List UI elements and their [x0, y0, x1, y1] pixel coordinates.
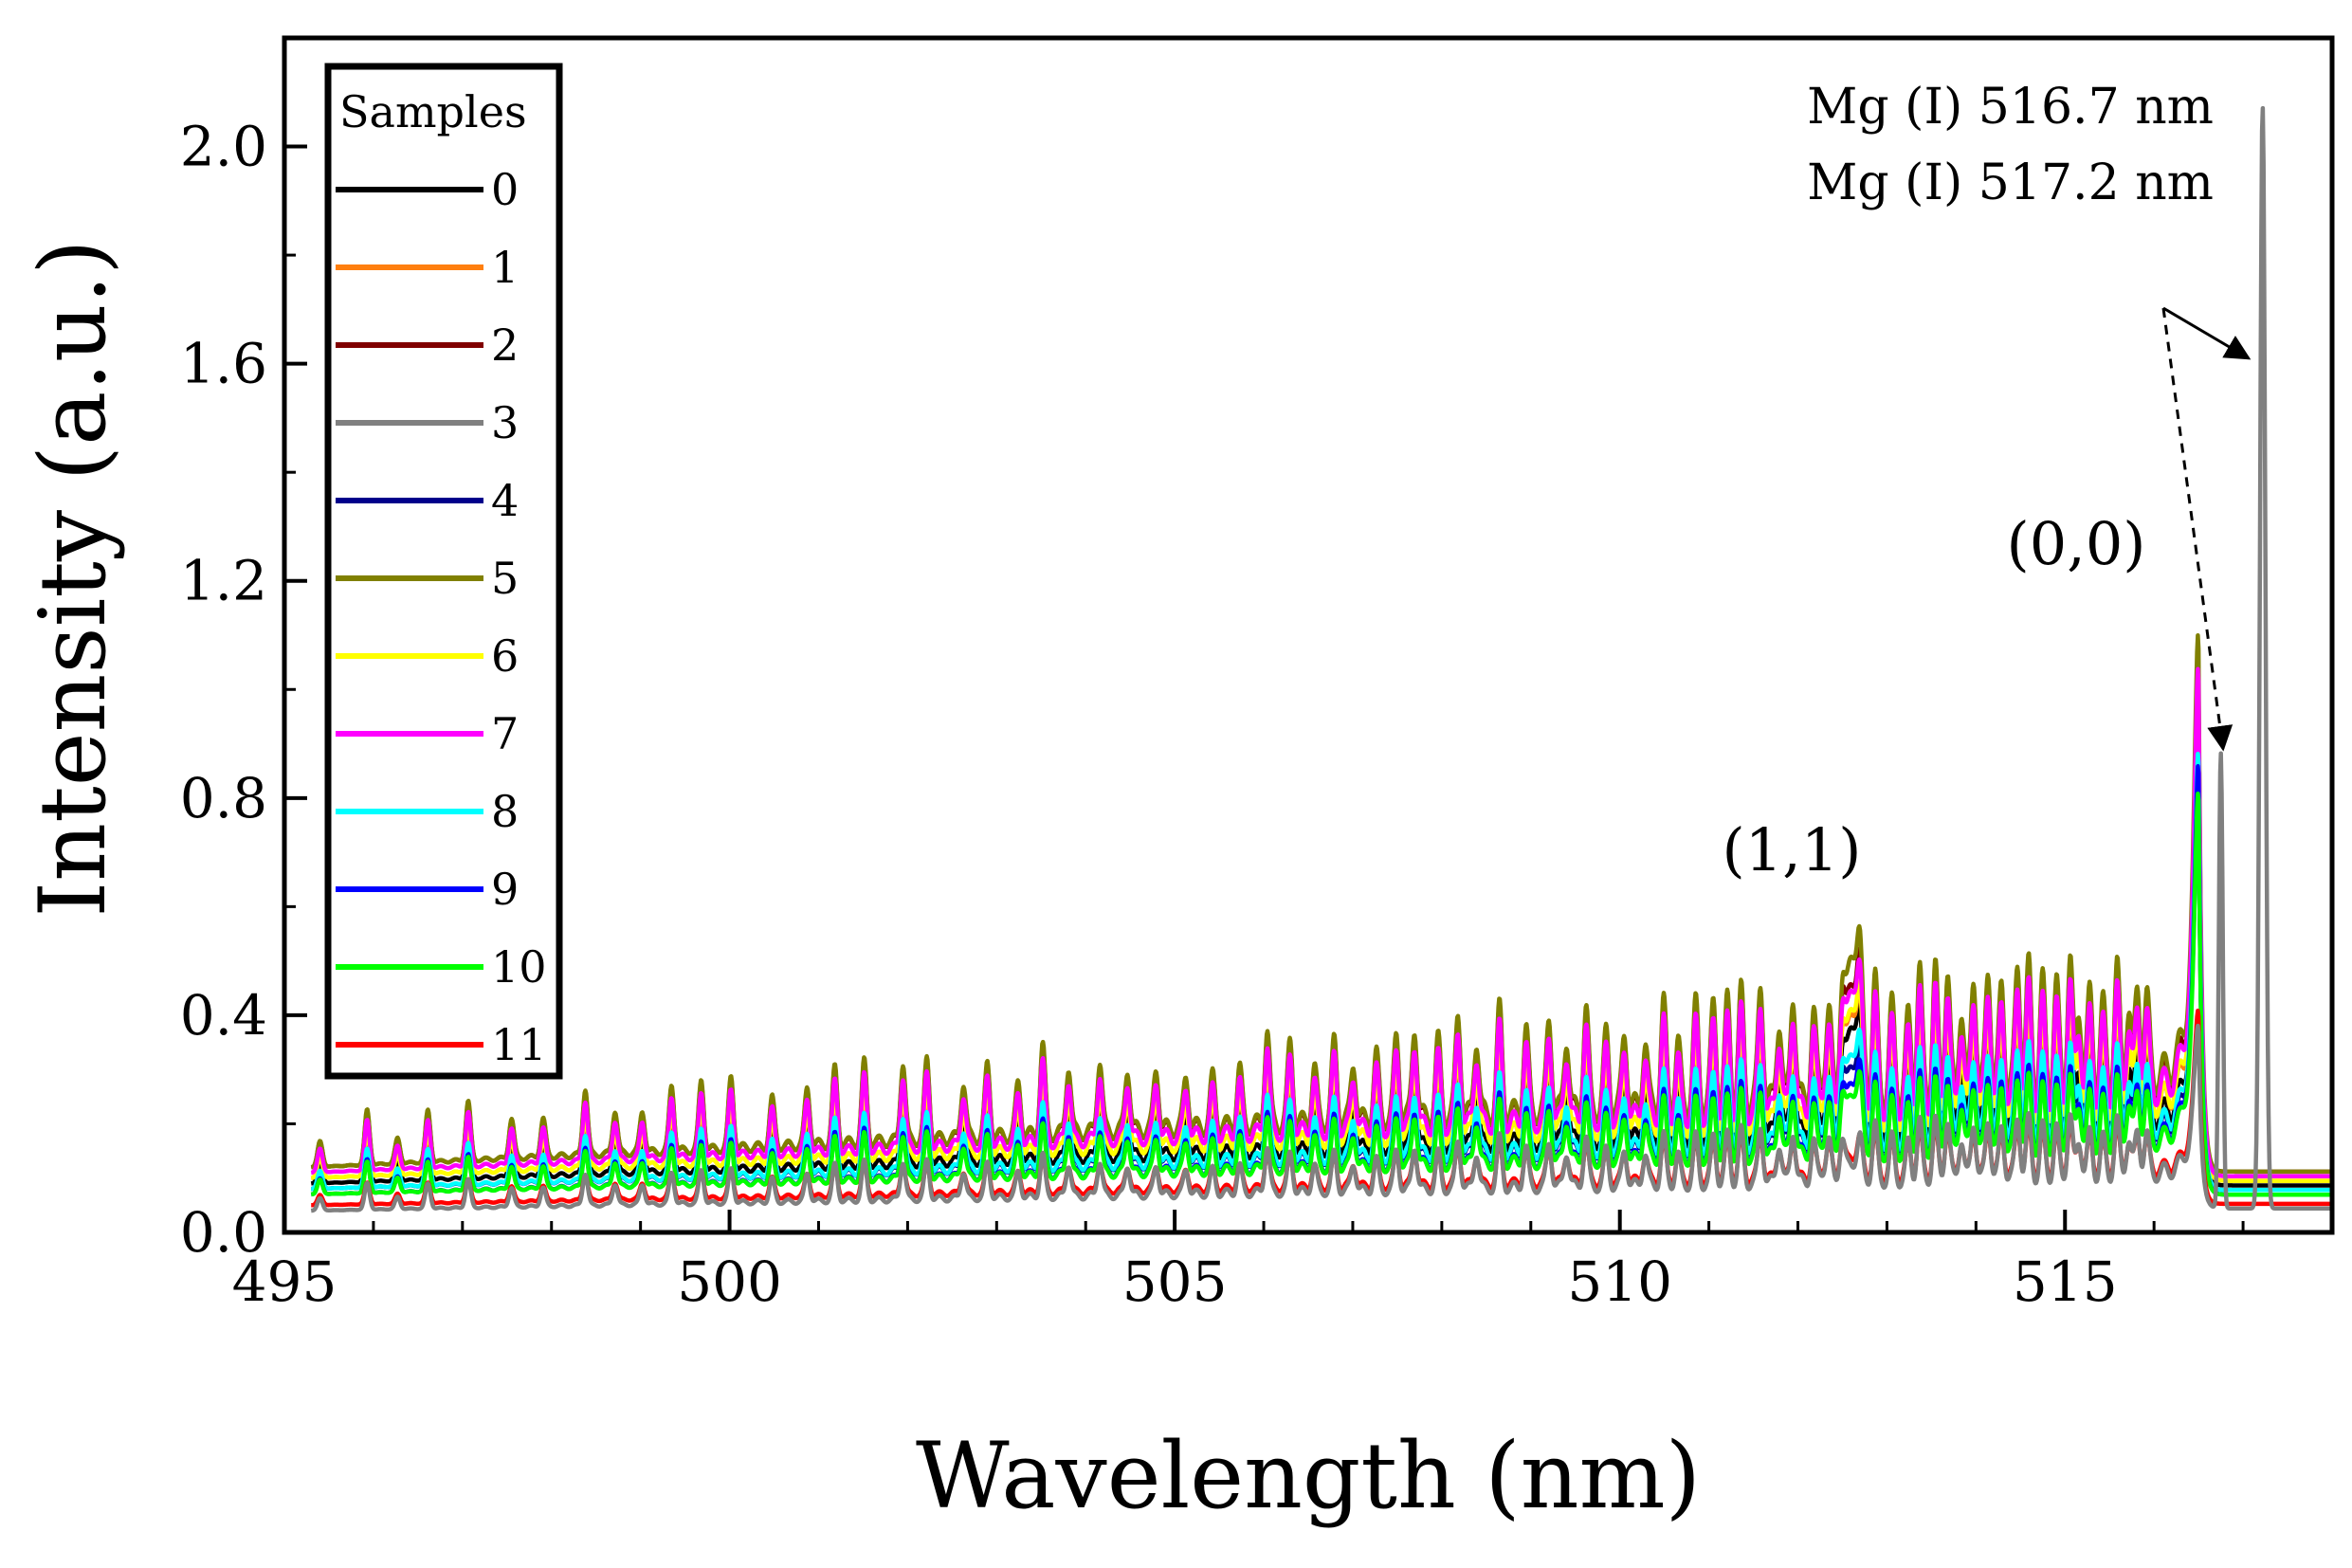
legend-label-4: 4: [491, 475, 519, 526]
legend-box: [324, 63, 563, 1080]
arrow-to-mg-517-2: [2162, 306, 2252, 360]
x-tick-label-505: 505: [1122, 1249, 1228, 1314]
legend: Samples 0 1 2 3 4 5 6 7 8 9 10 11: [324, 63, 563, 1080]
y-tick-label-2.0: 2.0: [180, 115, 267, 179]
annotation-mg-516-7: Mg (I) 516.7 nm: [1807, 79, 2214, 136]
legend-label-7: 7: [491, 708, 519, 759]
plot-frame: [282, 35, 2335, 1235]
legend-label-2: 2: [491, 319, 519, 371]
arrow-to-mg-516-7: [2161, 307, 2233, 752]
series-layer: [309, 105, 2332, 1213]
y-tick-label-1.6: 1.6: [180, 332, 267, 396]
legend-label-11: 11: [491, 1019, 547, 1070]
legend-label-3: 3: [491, 397, 519, 448]
series-line-10: [309, 791, 2332, 1197]
x-tick-label-515: 515: [2013, 1249, 2118, 1314]
x-tick-label-510: 510: [1567, 1249, 1672, 1314]
x-tick-label-495: 495: [232, 1249, 337, 1314]
x-tick-label-500: 500: [677, 1249, 782, 1314]
annotation-band-0-0: (0,0): [2007, 509, 2146, 578]
legend-label-9: 9: [491, 864, 519, 915]
series-line-3: [309, 105, 2332, 1213]
annotation-mg-517-2: Mg (I) 517.2 nm: [1807, 155, 2214, 211]
legend-label-8: 8: [491, 786, 519, 837]
y-tick-label-0.4: 0.4: [180, 983, 267, 1048]
y-tick-label-1.2: 1.2: [180, 549, 267, 613]
annotation-band-1-1: (1,1): [1723, 815, 1862, 884]
legend-items: 0 1 2 3 4 5 6 7 8 9 10 11: [336, 164, 547, 1070]
legend-label-1: 1: [491, 242, 519, 293]
series-line-6: [309, 695, 2332, 1183]
y-axis-title: Intensity (a.u.): [20, 239, 126, 917]
legend-label-0: 0: [491, 164, 519, 215]
y-tick-label-0.0: 0.0: [180, 1200, 267, 1265]
x-axis-title: Wavelength (nm): [916, 1423, 1701, 1529]
series-line-7: [309, 666, 2332, 1178]
legend-label-6: 6: [491, 630, 519, 682]
legend-label-5: 5: [491, 553, 519, 604]
y-tick-label-0.8: 0.8: [180, 766, 267, 830]
legend-label-10: 10: [491, 941, 547, 993]
legend-title: Samples: [339, 86, 527, 137]
